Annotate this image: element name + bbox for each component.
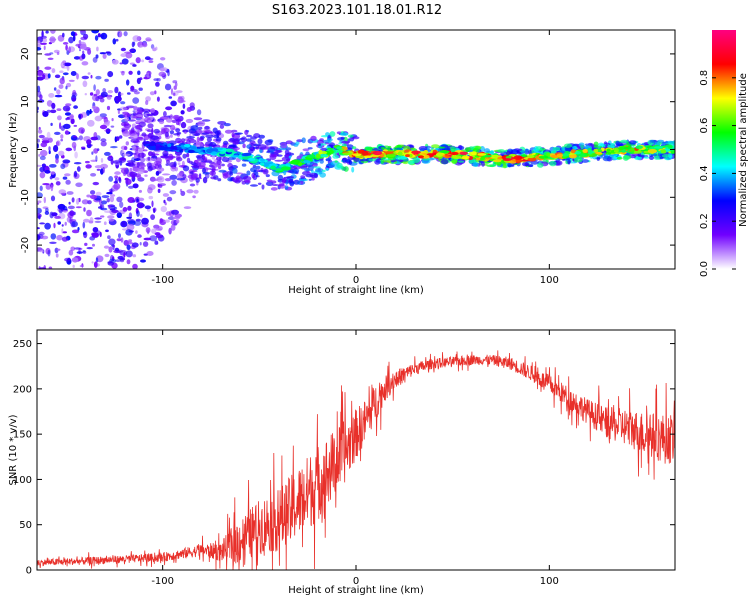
chart-title: S163.2023.101.18.01.R12: [272, 3, 442, 18]
snr-x-tick-label: -100: [151, 576, 174, 587]
spectrogram-x-axis: -100 0 100: [151, 30, 559, 286]
spectrogram-blobs: [37, 30, 675, 269]
spectrogram-y-tick-label: 20: [20, 48, 31, 61]
colorbar-tick-label: 0.8: [699, 70, 710, 86]
spectrogram-y-tick-label: 0: [20, 146, 31, 152]
snr-x-label: Height of straight line (km): [288, 585, 424, 596]
snr-x-tick-label: 0: [353, 576, 359, 587]
spectrogram-x-tick-label: 0: [353, 275, 359, 286]
snr-y-tick-label: 200: [13, 384, 32, 395]
spectrogram-x-tick-label: 100: [540, 275, 559, 286]
snr-x-axis: -100 0 100: [151, 330, 559, 587]
snr-y-tick-label: 250: [13, 339, 32, 350]
snr-y-axis: 0 50 100 150 200 250: [13, 339, 675, 577]
colorbar-label: Normalized spectral amplitude: [738, 73, 749, 227]
spectrogram-y-axis: -20 -10 0 10 20: [20, 48, 675, 253]
spectrogram-image: [37, 30, 675, 269]
colorbar-tick-label: 0.2: [699, 213, 710, 229]
spectrogram-y-label: Frequency (Hz): [8, 112, 19, 188]
snr-y-tick-label: 100: [13, 475, 32, 486]
snr-line: [37, 350, 675, 570]
colorbar-tick-label: 0.6: [699, 118, 710, 134]
snr-y-tick-label: 50: [19, 520, 32, 531]
colorbar-gradient: [712, 30, 736, 269]
snr-y-tick-label: 150: [13, 430, 32, 441]
spectrogram-y-tick-label: -20: [20, 237, 31, 253]
spectrogram-y-tick-label: 10: [20, 95, 31, 108]
colorbar: 0.0 0.2 0.4 0.6 0.8 Normalized spectral ampl…: [699, 30, 749, 277]
colorbar-tick-label: 0.0: [699, 261, 710, 277]
snr-x-tick-label: 100: [540, 576, 559, 587]
colorbar-tick-label: 0.4: [699, 165, 710, 181]
snr-series: [37, 350, 675, 570]
spectrogram-x-label: Height of straight line (km): [288, 285, 424, 296]
spectrogram-y-tick-label: -10: [20, 189, 31, 205]
colorbar-axis: 0.0 0.2 0.4 0.6 0.8: [699, 70, 736, 277]
snr-panel: -100 0 100 0 50 100 150 200 250 Height of strai…: [8, 329, 676, 596]
snr-y-tick-label: 0: [26, 566, 32, 577]
spectrogram-x-tick-label: -100: [151, 275, 174, 286]
snr-y-label: SNR (10 * v/v): [8, 414, 19, 485]
